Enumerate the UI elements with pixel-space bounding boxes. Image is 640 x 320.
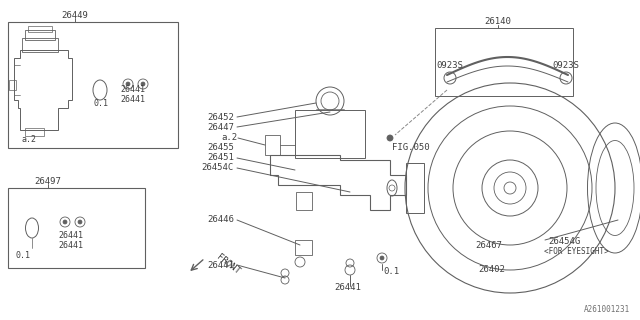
Text: 26140: 26140: [484, 18, 511, 27]
Text: 26451: 26451: [207, 154, 234, 163]
Text: a.2: a.2: [221, 133, 237, 142]
Text: 26441: 26441: [58, 241, 83, 250]
Circle shape: [63, 220, 67, 224]
Text: 26454C: 26454C: [202, 164, 234, 172]
Text: 26497: 26497: [35, 177, 61, 186]
Text: 26446: 26446: [207, 215, 234, 225]
Circle shape: [387, 135, 393, 141]
Bar: [8, 22, 178, 148]
Text: 26454G: 26454G: [548, 237, 580, 246]
Circle shape: [126, 82, 130, 86]
Text: 0.1: 0.1: [15, 251, 30, 260]
Bar: [295, 110, 365, 158]
Circle shape: [78, 220, 82, 224]
Circle shape: [380, 256, 384, 260]
Text: 26441: 26441: [207, 260, 234, 269]
Text: 26455: 26455: [207, 143, 234, 153]
Text: 26441: 26441: [335, 284, 362, 292]
Text: 26452: 26452: [207, 113, 234, 122]
Text: 0.1: 0.1: [93, 99, 108, 108]
Text: 26402: 26402: [478, 266, 505, 275]
Text: 26441: 26441: [120, 95, 145, 105]
Text: <FOR EYESIGHT>: <FOR EYESIGHT>: [544, 247, 609, 257]
Text: 26447: 26447: [207, 123, 234, 132]
Text: 26441: 26441: [120, 85, 145, 94]
Text: FRONT: FRONT: [215, 252, 242, 276]
Text: 26441: 26441: [58, 230, 83, 239]
Bar: [8, 188, 145, 268]
Text: 0923S: 0923S: [436, 60, 463, 69]
Text: A261001231: A261001231: [584, 306, 630, 315]
Circle shape: [141, 82, 145, 86]
Text: 26467: 26467: [475, 241, 502, 250]
Text: a.2: a.2: [22, 135, 37, 145]
Text: 26449: 26449: [61, 11, 88, 20]
Bar: [435, 28, 573, 96]
Text: FIG.050: FIG.050: [392, 142, 429, 151]
Text: 0923S: 0923S: [552, 60, 579, 69]
Text: 0.1: 0.1: [383, 268, 399, 276]
